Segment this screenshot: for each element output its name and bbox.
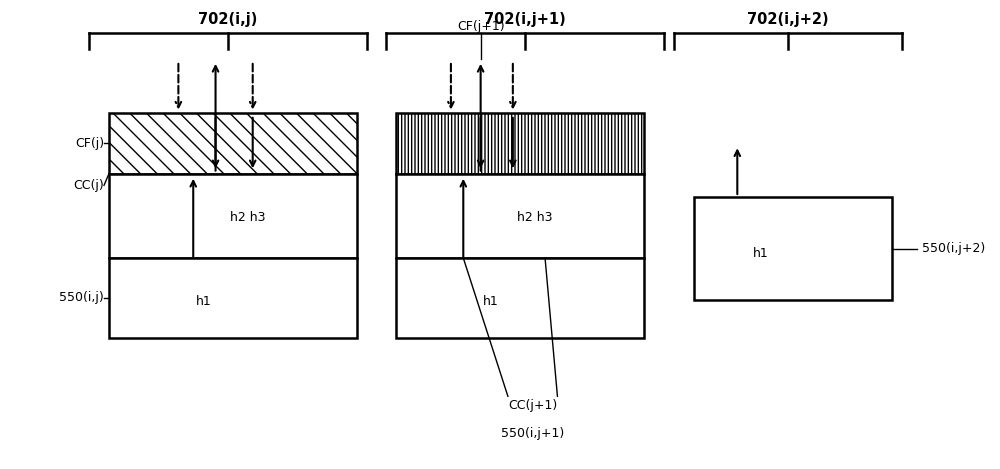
Text: h1: h1 — [483, 295, 499, 308]
Bar — [109, 258, 357, 338]
Bar — [396, 258, 644, 338]
Text: h2 h3: h2 h3 — [230, 211, 266, 224]
Text: 550(i,j+2): 550(i,j+2) — [922, 242, 985, 255]
Text: CC(j+1): CC(j+1) — [508, 399, 557, 412]
Bar — [694, 197, 892, 300]
Text: 702(i,j+1): 702(i,j+1) — [484, 12, 566, 27]
Bar — [109, 174, 357, 258]
Text: CF(j): CF(j) — [75, 136, 104, 150]
Bar — [109, 113, 357, 174]
Text: 702(i,j+2): 702(i,j+2) — [747, 12, 829, 27]
Text: 550(i,j): 550(i,j) — [59, 291, 104, 304]
Text: h2 h3: h2 h3 — [517, 211, 553, 224]
Text: h1: h1 — [196, 295, 211, 308]
Text: CC(j): CC(j) — [73, 179, 104, 192]
Text: 550(i,j+1): 550(i,j+1) — [501, 427, 564, 440]
Bar — [396, 174, 644, 258]
Text: 702(i,j): 702(i,j) — [198, 12, 258, 27]
Text: h1: h1 — [753, 247, 769, 260]
Text: CF(j+1): CF(j+1) — [457, 20, 504, 33]
Bar — [396, 113, 644, 174]
